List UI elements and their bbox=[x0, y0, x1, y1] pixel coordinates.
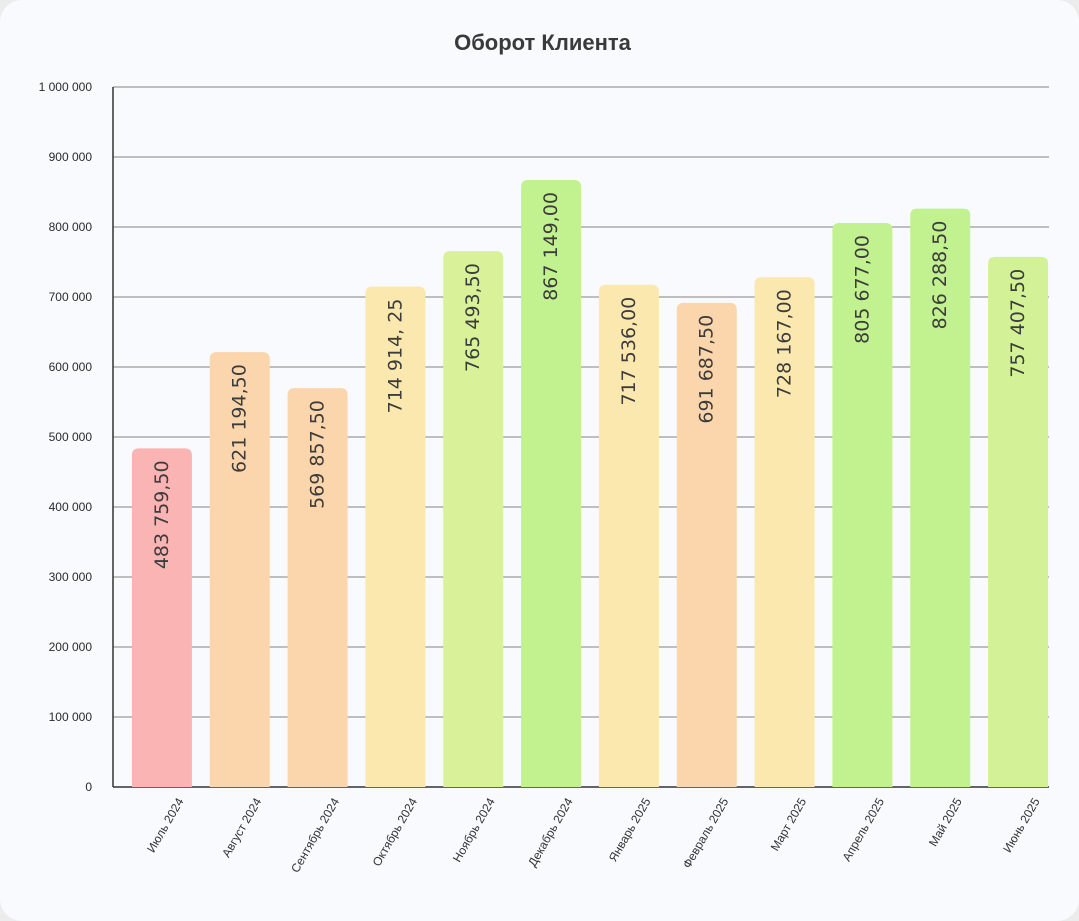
x-tick-label: Сентябрь 2024 bbox=[288, 795, 342, 875]
bar-value-label: 717 536,00 bbox=[618, 297, 640, 406]
y-tick-label: 200 000 bbox=[49, 640, 93, 654]
bar[interactable] bbox=[910, 208, 971, 788]
bar[interactable] bbox=[521, 179, 582, 787]
bar-value-label: 867 149,00 bbox=[540, 192, 562, 301]
y-tick-label: 0 bbox=[85, 780, 92, 794]
y-tick-label: 900 000 bbox=[49, 150, 93, 164]
x-tick-label: Декабрь 2024 bbox=[525, 795, 576, 869]
bar-value-label: 621 194,50 bbox=[229, 364, 251, 473]
bar-value-label: 569 857,50 bbox=[307, 400, 329, 509]
y-tick-label: 700 000 bbox=[49, 290, 93, 304]
y-tick-label: 500 000 bbox=[49, 430, 93, 444]
y-tick-label: 100 000 bbox=[49, 710, 93, 724]
x-tick-label: Август 2024 bbox=[219, 795, 264, 860]
y-tick-label: 1 000 000 bbox=[39, 80, 93, 94]
x-tick-label: Январь 2025 bbox=[606, 795, 654, 864]
x-tick-label: Июнь 2025 bbox=[1000, 795, 1043, 855]
x-tick-label: Ноябрь 2024 bbox=[450, 795, 498, 864]
bar-value-label: 826 288,50 bbox=[929, 221, 951, 330]
bar-value-label: 728 167,00 bbox=[774, 289, 796, 398]
bar[interactable] bbox=[287, 388, 348, 787]
bar[interactable] bbox=[443, 251, 504, 788]
y-tick-label: 300 000 bbox=[49, 570, 93, 584]
x-tick-label: Июль 2024 bbox=[144, 795, 187, 855]
bar[interactable] bbox=[131, 448, 192, 787]
bar-value-label: 757 407,50 bbox=[1007, 269, 1029, 378]
chart-title: Оборот Клиента bbox=[454, 30, 631, 55]
bar[interactable] bbox=[988, 256, 1049, 787]
bar-value-label: 714 914, 25 bbox=[384, 299, 406, 414]
y-tick-label: 800 000 bbox=[49, 220, 93, 234]
bar[interactable] bbox=[754, 277, 815, 787]
bar[interactable] bbox=[676, 302, 737, 787]
y-tick-label: 600 000 bbox=[49, 360, 93, 374]
bar[interactable] bbox=[365, 286, 426, 787]
bar-value-label: 483 759,50 bbox=[151, 460, 173, 569]
bar-value-label: 691 687,50 bbox=[696, 315, 718, 424]
x-tick-label: Апрель 2025 bbox=[840, 795, 888, 864]
bar[interactable] bbox=[209, 352, 270, 787]
x-tick-label: Май 2025 bbox=[926, 795, 965, 849]
x-tick-label: Февраль 2025 bbox=[680, 795, 732, 871]
bar[interactable] bbox=[832, 223, 893, 787]
bar-value-label: 805 677,00 bbox=[851, 235, 873, 344]
bar[interactable] bbox=[598, 284, 659, 787]
x-tick-label: Октябрь 2024 bbox=[370, 795, 421, 869]
x-tick-label: Март 2025 bbox=[768, 795, 810, 853]
y-tick-label: 400 000 bbox=[49, 500, 93, 514]
bar-value-label: 765 493,50 bbox=[462, 263, 484, 372]
